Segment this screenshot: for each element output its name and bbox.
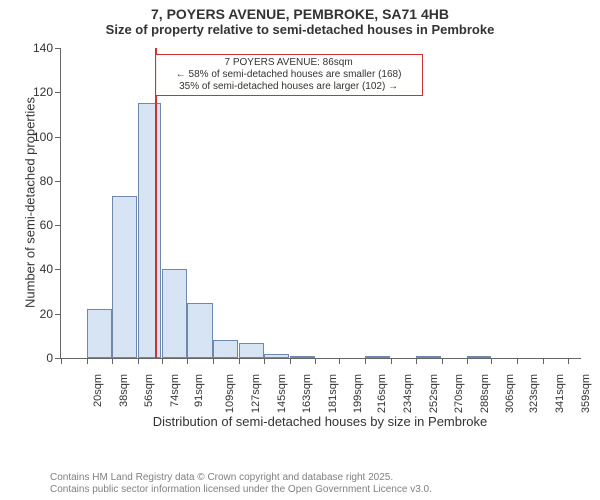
y-tick xyxy=(55,181,61,182)
x-tick-label: 288sqm xyxy=(479,374,491,413)
x-tick-label: 91sqm xyxy=(193,374,205,407)
x-tick-label: 127sqm xyxy=(250,374,262,413)
x-tick-label: 323sqm xyxy=(529,374,541,413)
histogram-bar xyxy=(187,303,212,358)
x-tick-label: 216sqm xyxy=(377,374,389,413)
histogram-bar xyxy=(112,196,137,358)
footnote: Contains HM Land Registry data © Crown c… xyxy=(50,472,432,496)
annotation-line: 7 POYERS AVENUE: 86sqm xyxy=(160,57,418,69)
x-tick-label: 56sqm xyxy=(143,374,155,407)
x-tick-label: 145sqm xyxy=(276,374,288,413)
x-tick-label: 359sqm xyxy=(580,374,592,413)
x-axis-label: Distribution of semi-detached houses by … xyxy=(60,414,580,429)
x-tick xyxy=(112,358,113,364)
annotation-line: 35% of semi-detached houses are larger (… xyxy=(160,81,418,93)
histogram-bar xyxy=(264,354,289,358)
x-tick xyxy=(87,358,88,364)
histogram-bar xyxy=(290,356,315,358)
y-tick xyxy=(55,314,61,315)
footnote-line: Contains HM Land Registry data © Crown c… xyxy=(50,472,432,484)
histogram-bar xyxy=(87,309,112,358)
y-tick xyxy=(55,48,61,49)
plot-area: 02040608010012014020sqm38sqm56sqm74sqm91… xyxy=(60,48,581,359)
y-tick xyxy=(55,137,61,138)
x-tick-label: 74sqm xyxy=(169,374,181,407)
y-tick xyxy=(55,92,61,93)
y-axis-label: Number of semi-detached properties xyxy=(23,73,38,333)
x-tick xyxy=(543,358,544,364)
histogram-bar xyxy=(138,103,162,358)
histogram-bar xyxy=(162,269,187,358)
x-tick xyxy=(365,358,366,364)
x-tick xyxy=(442,358,443,364)
x-tick xyxy=(138,358,139,364)
x-tick-label: 234sqm xyxy=(402,374,414,413)
x-tick-label: 38sqm xyxy=(118,374,130,407)
y-tick-label: 80 xyxy=(40,174,53,188)
y-tick-label: 0 xyxy=(46,351,53,365)
x-tick xyxy=(239,358,240,364)
chart-container: 7, POYERS AVENUE, PEMBROKE, SA71 4HB Siz… xyxy=(0,0,600,500)
x-tick-label: 199sqm xyxy=(352,374,364,413)
x-tick-label: 163sqm xyxy=(301,374,313,413)
x-tick-label: 109sqm xyxy=(225,374,237,413)
x-tick xyxy=(339,358,340,364)
x-tick xyxy=(315,358,316,364)
histogram-bar xyxy=(239,343,264,359)
histogram-bar xyxy=(213,340,238,358)
x-tick xyxy=(416,358,417,364)
x-tick-label: 306sqm xyxy=(504,374,516,413)
y-tick-label: 100 xyxy=(33,130,53,144)
x-tick-label: 341sqm xyxy=(554,374,566,413)
footnote-line: Contains public sector information licen… xyxy=(50,484,432,496)
title-sub: Size of property relative to semi-detach… xyxy=(0,22,600,41)
annotation-line: ← 58% of semi-detached houses are smalle… xyxy=(160,69,418,81)
histogram-bar xyxy=(467,356,491,358)
x-tick xyxy=(491,358,492,364)
y-tick-label: 20 xyxy=(40,307,53,321)
y-tick xyxy=(55,225,61,226)
y-tick-label: 40 xyxy=(40,262,53,276)
y-tick xyxy=(55,269,61,270)
annotation-box: 7 POYERS AVENUE: 86sqm← 58% of semi-deta… xyxy=(155,54,423,96)
y-tick-label: 60 xyxy=(40,218,53,232)
x-tick xyxy=(213,358,214,364)
title-main: 7, POYERS AVENUE, PEMBROKE, SA71 4HB xyxy=(0,0,600,22)
x-tick xyxy=(162,358,163,364)
histogram-bar xyxy=(416,356,441,358)
x-tick xyxy=(290,358,291,364)
y-tick-label: 120 xyxy=(33,85,53,99)
x-tick-label: 20sqm xyxy=(92,374,104,407)
x-tick xyxy=(391,358,392,364)
x-tick-label: 252sqm xyxy=(428,374,440,413)
x-tick xyxy=(61,358,62,364)
x-tick xyxy=(467,358,468,364)
x-tick xyxy=(187,358,188,364)
x-tick-label: 181sqm xyxy=(327,374,339,413)
x-tick-label: 270sqm xyxy=(453,374,465,413)
x-tick xyxy=(517,358,518,364)
chart-area: Number of semi-detached properties 02040… xyxy=(0,40,600,440)
y-tick-label: 140 xyxy=(33,41,53,55)
x-tick xyxy=(264,358,265,364)
x-tick xyxy=(568,358,569,364)
histogram-bar xyxy=(365,356,390,358)
